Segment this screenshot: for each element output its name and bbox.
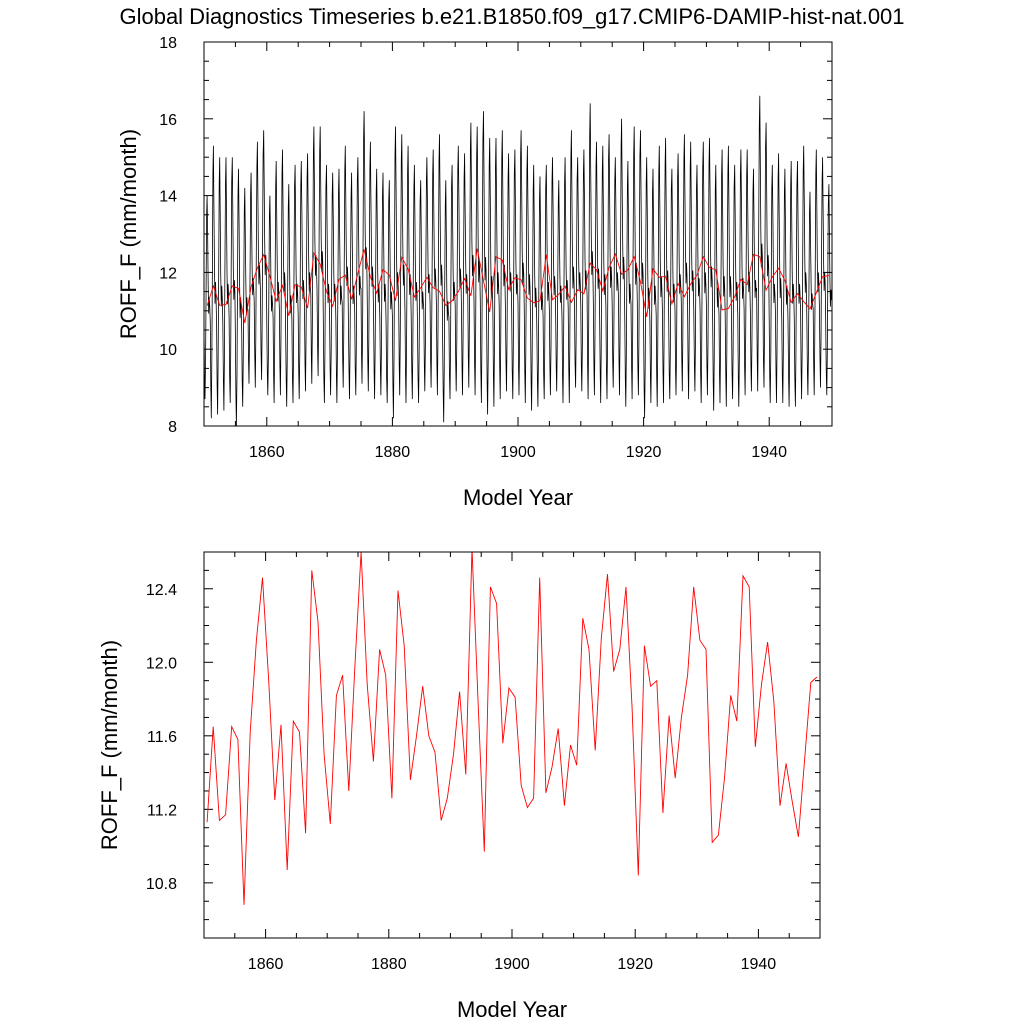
bottom-panel-tick-labels: 1860 1880 1900 1920 1940 10.8 11.2 11.6 12.0 12.4 xyxy=(146,582,776,973)
bottom-y-tick-label: 12.0 xyxy=(146,655,177,672)
bottom-panel-x-axis-label: Model Year xyxy=(457,997,567,1022)
bottom-annual-mean-runoff-line xyxy=(206,552,818,905)
top-y-tick-label: 12 xyxy=(159,265,177,282)
top-y-tick-label: 16 xyxy=(159,112,177,129)
bottom-panel-frame xyxy=(203,551,821,939)
bottom-runoff-panel: 1860 1880 1900 1920 1940 10.8 11.2 11.6 12.0 12.4… xyxy=(97,551,821,1022)
bottom-x-tick-label: 1920 xyxy=(617,956,653,973)
bottom-panel-ticks xyxy=(203,551,821,939)
bottom-y-tick-label: 10.8 xyxy=(146,876,177,893)
bottom-y-tick-label: 11.2 xyxy=(147,802,177,819)
top-x-tick-label: 1880 xyxy=(375,444,411,461)
bottom-y-tick-label: 11.6 xyxy=(147,729,177,746)
bottom-y-tick-label: 12.4 xyxy=(146,582,177,599)
top-panel-frame xyxy=(203,41,833,427)
top-x-tick-label: 1860 xyxy=(249,444,285,461)
top-panel-tick-labels: 1860 1880 1900 1920 1940 8 10 12 14 16 18 xyxy=(159,35,787,461)
top-panel-x-axis-label: Model Year xyxy=(463,485,573,510)
bottom-x-tick-label: 1900 xyxy=(494,956,530,973)
bottom-x-tick-label: 1940 xyxy=(741,956,777,973)
top-x-tick-label: 1920 xyxy=(626,444,662,461)
top-y-tick-label: 8 xyxy=(168,419,177,436)
bottom-x-tick-label: 1860 xyxy=(248,956,284,973)
top-runoff-panel: 1860 1880 1900 1920 1940 8 10 12 14 16 18 Model Ye… xyxy=(116,35,833,510)
figure-title: Global Diagnostics Timeseries b.e21.B185… xyxy=(119,4,904,29)
top-y-tick-label: 14 xyxy=(159,189,177,206)
top-y-tick-label: 10 xyxy=(159,342,177,359)
top-monthly-runoff-line xyxy=(204,95,832,426)
bottom-x-tick-label: 1880 xyxy=(371,956,407,973)
top-y-tick-label: 18 xyxy=(159,35,177,52)
top-annual-mean-runoff-line xyxy=(206,248,829,324)
bottom-panel-series xyxy=(206,552,818,905)
top-panel-y-axis-label: ROFF_F (mm/month) xyxy=(116,129,141,339)
top-panel-series xyxy=(204,95,832,426)
bottom-panel-y-axis-label: ROFF_F (mm/month) xyxy=(97,640,122,850)
top-x-tick-label: 1900 xyxy=(500,444,536,461)
top-panel-ticks xyxy=(203,41,833,427)
top-x-tick-label: 1940 xyxy=(751,444,787,461)
